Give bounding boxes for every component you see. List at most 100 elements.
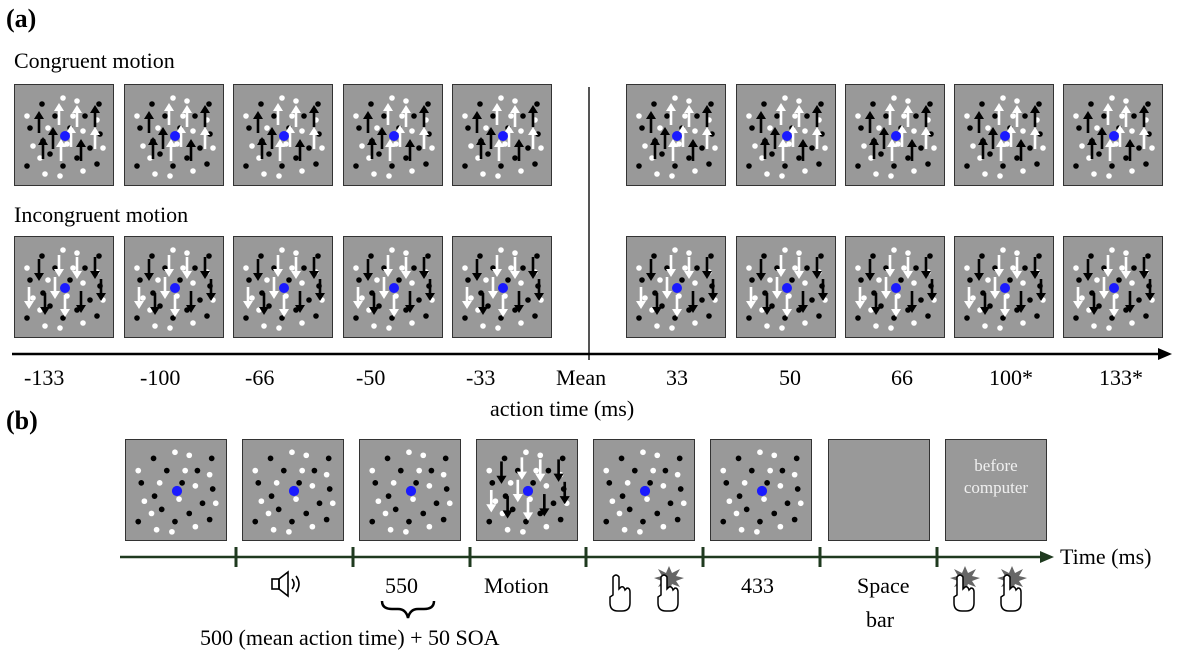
- incongruent-stimulus-panel: [845, 236, 945, 338]
- white-dot: [654, 452, 661, 459]
- black-dot: [964, 315, 970, 321]
- white-dot: [174, 141, 180, 147]
- black-dot: [855, 163, 861, 169]
- black-dot: [94, 313, 100, 319]
- motion-arrow: [514, 139, 524, 161]
- black-dot: [192, 265, 198, 271]
- white-dot: [508, 113, 514, 119]
- white-dot: [299, 168, 305, 174]
- motion-arrow: [367, 137, 377, 159]
- white-dot: [649, 155, 655, 161]
- black-dot: [748, 467, 755, 474]
- motion-arrow: [994, 103, 1004, 125]
- white-dot: [495, 173, 501, 179]
- black-dot: [396, 277, 402, 283]
- white-dot: [270, 526, 277, 533]
- motion-arrow: [907, 291, 917, 313]
- motion-arrow: [60, 295, 70, 317]
- black-dot: [199, 500, 206, 507]
- motion-arrow: [1097, 127, 1107, 149]
- black-dot: [96, 101, 102, 107]
- white-dot: [520, 528, 526, 535]
- black-dot: [303, 510, 310, 517]
- white-dot: [375, 498, 382, 505]
- black-dot: [746, 163, 752, 169]
- white-dot: [393, 141, 399, 147]
- action-time-tick-label: -33: [466, 365, 496, 390]
- black-dot: [403, 155, 409, 161]
- motion-arrow: [990, 277, 1000, 299]
- motion-arrow: [812, 257, 822, 279]
- white-dot: [299, 320, 305, 326]
- white-dot: [1106, 173, 1112, 179]
- black-dot: [618, 455, 625, 462]
- black-dot: [1036, 253, 1042, 259]
- action-time-tick-label: -66: [245, 365, 275, 390]
- white-dot: [1149, 145, 1155, 151]
- white-dot: [382, 510, 389, 517]
- black-dot: [1022, 265, 1028, 271]
- black-dot: [928, 131, 934, 137]
- black-dot: [47, 151, 53, 157]
- white-dot: [299, 128, 305, 134]
- fixation-dot: [1000, 131, 1010, 141]
- curly-brace: [380, 600, 436, 619]
- white-dot: [190, 168, 196, 174]
- white-dot: [982, 171, 988, 177]
- white-dot: [642, 295, 648, 301]
- white-dot: [406, 449, 412, 456]
- white-dot: [64, 141, 70, 147]
- motion-arrow: [486, 489, 497, 513]
- motion-arrow: [1016, 139, 1026, 161]
- black-dot: [306, 297, 312, 303]
- white-dot: [802, 280, 808, 286]
- white-dot: [169, 528, 175, 535]
- motion-arrow: [54, 103, 64, 125]
- white-dot: [409, 128, 415, 134]
- black-dot: [720, 518, 727, 525]
- black-dot: [289, 518, 295, 525]
- fixation-dot: [1109, 283, 1119, 293]
- white-dot: [868, 155, 874, 161]
- white-dot: [265, 510, 272, 517]
- black-dot: [694, 113, 700, 119]
- congruent-motion-label: Congruent motion: [14, 48, 175, 73]
- motion-arrow: [559, 481, 570, 505]
- black-dot: [420, 510, 427, 517]
- black-dot: [736, 493, 743, 499]
- motion-arrow: [395, 125, 405, 147]
- black-dot: [266, 151, 272, 157]
- black-dot: [369, 518, 376, 525]
- white-dot: [403, 250, 409, 256]
- black-dot: [505, 277, 511, 283]
- black-dot: [774, 113, 780, 119]
- black-dot: [489, 479, 496, 486]
- black-dot: [428, 467, 435, 474]
- motion-arrow: [672, 295, 682, 317]
- white-dot: [692, 320, 698, 326]
- black-dot: [416, 297, 422, 303]
- black-dot: [1027, 297, 1033, 303]
- white-dot: [543, 483, 550, 489]
- motion-arrow: [257, 137, 267, 159]
- motion-arrow: [978, 137, 988, 159]
- white-dot: [970, 295, 976, 301]
- congruent-stimulus-panel: [343, 84, 443, 186]
- motion-arrow: [964, 287, 974, 309]
- white-dot: [636, 113, 642, 119]
- black-dot: [809, 145, 815, 151]
- black-dot: [534, 253, 540, 259]
- motion-arrow: [708, 279, 718, 301]
- white-dot: [537, 452, 544, 459]
- motion-arrow: [1139, 127, 1149, 149]
- motion-arrow: [419, 257, 429, 279]
- motion-arrow: [996, 139, 1006, 161]
- white-dot: [329, 500, 336, 507]
- motion-arrow: [662, 277, 672, 299]
- screen-text-line: before: [974, 456, 1018, 475]
- white-dot: [74, 98, 80, 104]
- black-dot: [967, 277, 973, 283]
- black-dot: [477, 253, 483, 259]
- black-dot: [1076, 125, 1082, 131]
- black-dot: [255, 479, 262, 486]
